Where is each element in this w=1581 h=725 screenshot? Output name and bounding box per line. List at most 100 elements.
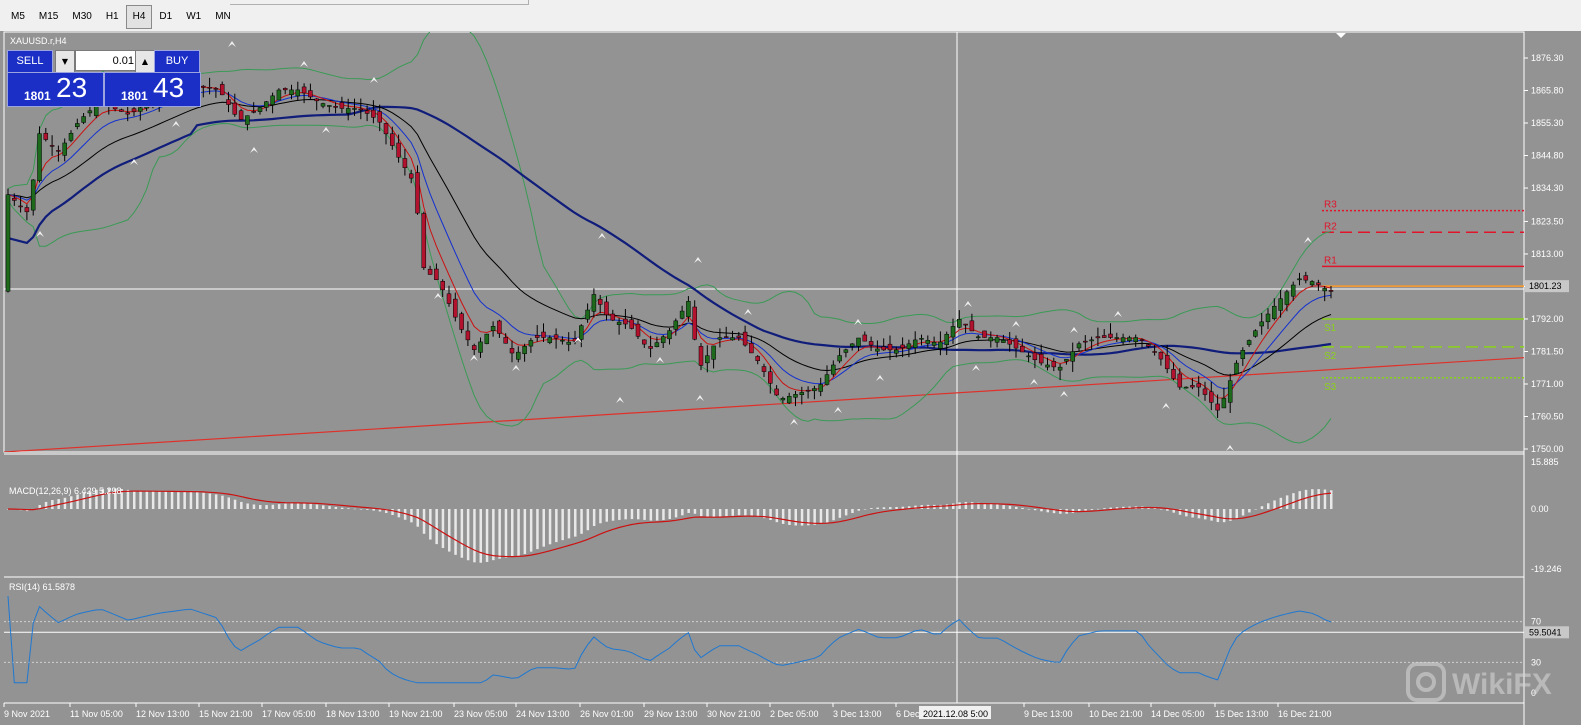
- timeframe-h1-button[interactable]: H1: [105, 11, 119, 22]
- pivot-label: S1: [1324, 323, 1337, 334]
- candle-body: [818, 384, 823, 392]
- bid-price-box[interactable]: 1801 23: [7, 72, 104, 107]
- candle-body: [1020, 345, 1025, 353]
- fractal-arrow: [696, 395, 704, 401]
- fractal-arrow: [854, 319, 862, 325]
- macd-histogram-bar: [347, 508, 350, 509]
- candle-body: [1026, 355, 1031, 358]
- candle-body: [894, 349, 899, 354]
- macd-histogram-bar: [561, 509, 564, 541]
- rsi-current-label: 59.5041: [1529, 627, 1562, 637]
- macd-histogram-bar: [548, 509, 552, 545]
- timeframe-mn-button[interactable]: MN: [215, 11, 231, 22]
- price-series-group: [4, 32, 1524, 452]
- chart-area[interactable]: 1876.30 1865.80 1855.30 1844.80 1834.30 1823.…: [0, 31, 1581, 725]
- macd-histogram-bar: [466, 509, 470, 561]
- timeframe-h4-button[interactable]: H4: [125, 5, 153, 29]
- candle-body: [963, 323, 968, 326]
- macd-histogram-bar: [277, 504, 281, 509]
- macd-histogram-bar: [309, 503, 312, 509]
- macd-histogram-bar: [252, 504, 256, 509]
- macd-histogram-bar: [882, 507, 886, 509]
- timeframe-d1-button[interactable]: D1: [159, 11, 173, 22]
- candle-body: [900, 344, 905, 348]
- macd-histogram-bar: [706, 509, 709, 518]
- support-trendline: [4, 357, 1524, 452]
- macd-histogram-bar: [259, 505, 262, 509]
- time-tick-label: 6 Dec: [896, 709, 920, 719]
- candle-body: [1013, 338, 1019, 349]
- macd-histogram-bar: [1046, 509, 1049, 513]
- lot-size-input[interactable]: [75, 50, 137, 71]
- candle-body: [62, 142, 67, 156]
- fractal-arrow: [1060, 391, 1068, 397]
- fractal-arrow: [1070, 327, 1078, 333]
- macd-histogram-bar: [662, 509, 665, 521]
- candle-body: [957, 319, 962, 328]
- macd-histogram-bar: [1159, 509, 1163, 510]
- lot-decrease-button[interactable]: ▼: [55, 50, 75, 73]
- fractal-arrow: [598, 233, 606, 239]
- fractal-arrow: [130, 159, 138, 165]
- candle-body: [906, 343, 912, 349]
- macd-histogram-bar: [303, 503, 306, 509]
- candle-body: [1108, 333, 1113, 338]
- macd-histogram-bar: [1115, 507, 1119, 509]
- macd-histogram-bar: [385, 509, 388, 514]
- buy-button[interactable]: BUY: [154, 50, 200, 73]
- candle-body: [1322, 288, 1327, 292]
- candle-body: [805, 389, 811, 392]
- time-tick-label: 18 Nov 13:00: [326, 709, 380, 719]
- candle-body: [352, 108, 357, 110]
- pivot-label: R3: [1324, 200, 1337, 211]
- time-tick-label: 15 Nov 21:00: [199, 709, 253, 719]
- candle-body: [345, 108, 351, 114]
- candle-body: [982, 330, 987, 338]
- chart-canvas[interactable]: 1876.30 1865.80 1855.30 1844.80 1834.30 1823.…: [0, 31, 1581, 725]
- macd-histogram-bar: [737, 509, 741, 516]
- price-tick-label: 1855.30: [1531, 118, 1564, 128]
- macd-histogram-bar: [857, 509, 860, 511]
- macd-histogram-bar: [214, 494, 218, 509]
- macd-histogram-bar: [1210, 509, 1213, 521]
- macd-histogram-bar: [170, 491, 174, 509]
- candle-body: [1202, 388, 1208, 395]
- candle-body: [383, 123, 389, 135]
- toolbar-strip: [230, 0, 529, 5]
- candle-body: [484, 333, 490, 344]
- candle-body: [282, 88, 288, 91]
- candle-body: [1158, 351, 1164, 360]
- time-tick-label: 17 Nov 05:00: [262, 709, 316, 719]
- candle-body: [201, 85, 206, 88]
- candle-body: [723, 336, 729, 338]
- timeframe-m5-button[interactable]: M5: [11, 11, 25, 22]
- candle-body: [459, 313, 464, 330]
- time-tick-label: 2 Dec 05:00: [770, 709, 819, 719]
- candle-body: [1001, 340, 1006, 343]
- macd-histogram-bar: [265, 505, 268, 509]
- ask-price-box[interactable]: 1801 43: [104, 72, 201, 107]
- macd-histogram-bar: [1248, 509, 1251, 513]
- candle-body: [931, 341, 937, 346]
- macd-histogram-bar: [700, 509, 703, 517]
- sell-button[interactable]: SELL: [7, 50, 53, 73]
- timeframe-m30-button[interactable]: M30: [72, 11, 92, 22]
- candle-body: [780, 398, 786, 401]
- timeframe-w1-button[interactable]: W1: [186, 11, 202, 22]
- candle-body: [119, 109, 124, 112]
- price-tick-label: 1771.00: [1531, 379, 1564, 389]
- timeframe-m15-button[interactable]: M15: [38, 11, 59, 22]
- macd-histogram-bar: [756, 509, 760, 517]
- macd-histogram-bar: [246, 503, 249, 509]
- candle-body: [774, 388, 779, 396]
- fractal-arrow: [322, 127, 330, 133]
- candle-body: [68, 132, 74, 141]
- time-tick-label: 26 Nov 01:00: [580, 709, 634, 719]
- macd-histogram-bar: [952, 503, 955, 509]
- macd-histogram-bar: [133, 490, 136, 509]
- fractal-arrow: [1114, 311, 1122, 317]
- candle-body: [1240, 349, 1246, 359]
- macd-histogram-bar: [158, 491, 161, 509]
- lot-increase-button[interactable]: ▲: [135, 50, 155, 73]
- macd-histogram-bar: [624, 509, 627, 520]
